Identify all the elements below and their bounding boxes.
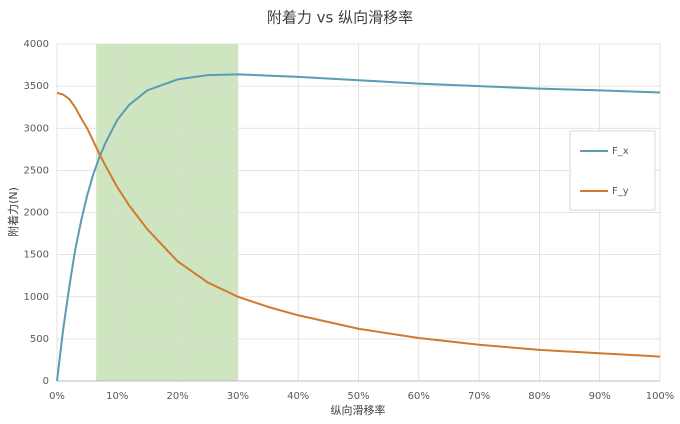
x-tick-label: 100%: [646, 391, 675, 402]
y-tick-label: 3500: [24, 81, 49, 92]
y-tick-label: 4000: [24, 39, 49, 50]
x-tick-label: 0%: [49, 391, 65, 402]
x-tick-label: 10%: [106, 391, 128, 402]
line-series: [56, 73, 661, 382]
y-tick-label: 2500: [24, 165, 49, 176]
x-tick-label: 40%: [287, 391, 309, 402]
x-tick-label: 70%: [468, 391, 490, 402]
line-series: [56, 91, 661, 358]
y-tick-label: 0: [43, 376, 49, 387]
legend-label: F_x: [612, 146, 629, 157]
y-tick-label: 1000: [24, 292, 49, 303]
x-tick-label: 20%: [166, 391, 188, 402]
legend-label: F_y: [612, 186, 629, 197]
x-tick-label: 50%: [347, 391, 369, 402]
x-axis-title: 纵向滑移率: [331, 403, 386, 417]
y-tick-label: 3000: [24, 123, 49, 134]
y-tick-label: 500: [30, 334, 49, 345]
y-tick-label: 2000: [24, 208, 49, 219]
y-axis-title: 附着力(N): [6, 187, 20, 237]
chart-title: 附着力 vs 纵向滑移率: [267, 9, 413, 27]
y-tick-label: 1500: [24, 250, 49, 261]
x-tick-label: 90%: [589, 391, 611, 402]
x-tick-label: 80%: [528, 391, 550, 402]
legend-box: [569, 130, 656, 211]
x-tick-label: 30%: [227, 391, 249, 402]
x-tick-label: 60%: [408, 391, 430, 402]
